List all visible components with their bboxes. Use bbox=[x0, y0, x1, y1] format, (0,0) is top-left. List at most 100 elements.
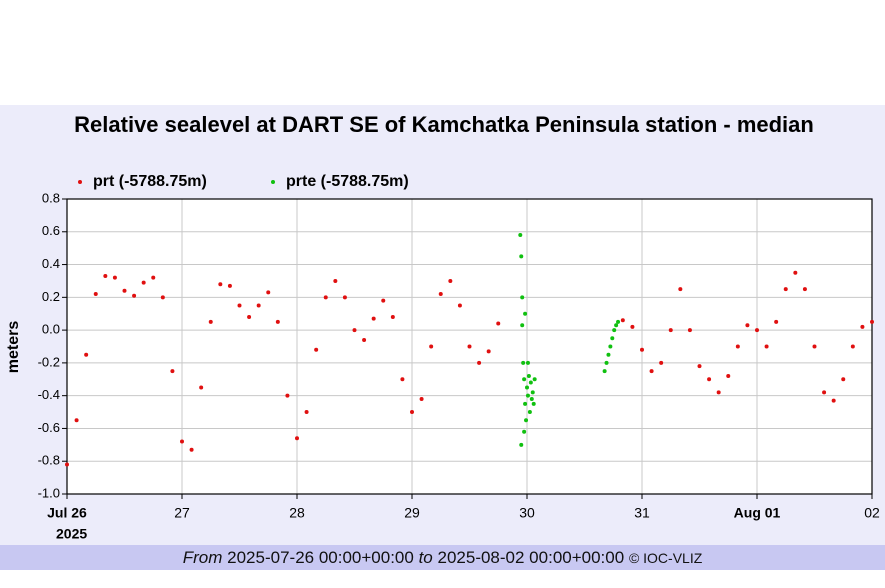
data-point bbox=[410, 410, 414, 415]
legend-marker bbox=[271, 180, 275, 184]
x-tick-label: Jul 26 bbox=[47, 505, 87, 521]
footer-credit: © IOC-VLIZ bbox=[628, 550, 703, 566]
data-point bbox=[841, 377, 846, 382]
data-point bbox=[266, 290, 271, 295]
data-point bbox=[285, 393, 290, 398]
y-axis-label: meters bbox=[5, 321, 22, 374]
x-tick-label: 02 bbox=[864, 505, 880, 521]
data-point bbox=[726, 374, 731, 378]
data-point bbox=[616, 319, 621, 324]
data-point bbox=[65, 462, 69, 467]
data-point bbox=[802, 287, 807, 292]
data-point bbox=[630, 324, 635, 329]
data-point bbox=[614, 323, 619, 328]
data-point bbox=[850, 344, 855, 349]
data-point bbox=[218, 282, 223, 287]
data-point bbox=[606, 352, 611, 357]
x-tick-label: 29 bbox=[404, 505, 420, 521]
data-point bbox=[519, 254, 524, 259]
x-tick-label: 30 bbox=[519, 505, 535, 521]
data-point bbox=[352, 328, 357, 333]
data-point bbox=[522, 429, 527, 434]
x-tick-label: 27 bbox=[174, 505, 190, 521]
x-tick-label: 28 bbox=[289, 505, 305, 521]
legend-marker bbox=[78, 180, 82, 184]
data-point bbox=[247, 315, 252, 319]
data-point bbox=[256, 303, 261, 308]
data-point bbox=[527, 410, 532, 415]
data-point bbox=[295, 436, 299, 441]
data-point bbox=[520, 295, 525, 300]
data-point bbox=[526, 374, 531, 378]
data-point bbox=[608, 344, 613, 349]
data-point bbox=[304, 410, 309, 415]
data-point bbox=[530, 390, 535, 395]
data-point bbox=[640, 347, 644, 352]
data-point bbox=[74, 418, 79, 423]
data-point bbox=[419, 396, 424, 401]
data-point bbox=[707, 377, 712, 382]
data-point bbox=[519, 442, 524, 447]
y-tick-label: 0.6 bbox=[42, 223, 60, 238]
data-point bbox=[524, 418, 529, 423]
data-point bbox=[528, 380, 533, 385]
data-point bbox=[668, 328, 673, 333]
data-point bbox=[160, 295, 165, 300]
data-point bbox=[371, 316, 376, 321]
data-point bbox=[132, 293, 137, 298]
data-point bbox=[314, 347, 319, 352]
data-point bbox=[870, 319, 874, 324]
chart-title: Relative sealevel at DART SE of Kamchatk… bbox=[74, 112, 814, 137]
legend-label: prte (-5788.75m) bbox=[286, 173, 409, 190]
data-point bbox=[323, 295, 328, 300]
data-point bbox=[237, 303, 242, 308]
data-point bbox=[457, 303, 462, 308]
data-point bbox=[362, 337, 367, 342]
y-tick-label: -0.8 bbox=[38, 453, 60, 468]
data-point bbox=[93, 292, 98, 297]
data-point bbox=[467, 344, 472, 349]
data-point bbox=[735, 344, 740, 349]
footer-start: 2025-07-26 00:00+00:00 bbox=[227, 548, 414, 567]
data-point bbox=[620, 318, 625, 323]
data-point bbox=[812, 344, 817, 349]
footer-to: to bbox=[418, 548, 433, 567]
data-point bbox=[141, 280, 146, 285]
data-point bbox=[529, 396, 534, 401]
data-point bbox=[783, 287, 788, 292]
data-point bbox=[522, 377, 527, 382]
data-point bbox=[764, 344, 769, 349]
data-point bbox=[822, 390, 827, 395]
legend-label: prt (-5788.75m) bbox=[93, 173, 207, 190]
footer-end: 2025-08-02 00:00+00:00 bbox=[437, 548, 625, 567]
data-point bbox=[151, 275, 156, 280]
data-point bbox=[180, 439, 184, 444]
data-point bbox=[400, 377, 405, 382]
data-point bbox=[227, 283, 232, 288]
data-point bbox=[496, 321, 501, 326]
data-point bbox=[602, 369, 607, 374]
data-point bbox=[486, 349, 491, 354]
x-tick-label: 31 bbox=[634, 505, 650, 521]
data-point bbox=[112, 275, 117, 280]
chart: Relative sealevel at DART SE of Kamchatk… bbox=[0, 105, 885, 545]
data-point bbox=[659, 360, 664, 365]
data-point bbox=[520, 323, 525, 328]
data-point bbox=[448, 278, 453, 283]
data-point bbox=[755, 328, 759, 333]
data-point bbox=[189, 447, 194, 452]
data-point bbox=[208, 319, 213, 324]
data-point bbox=[531, 401, 536, 406]
data-point bbox=[518, 233, 523, 238]
data-point bbox=[390, 315, 395, 319]
data-point bbox=[477, 360, 482, 365]
footer: From 2025-07-26 00:00+00:00 to 2025-08-0… bbox=[0, 545, 885, 570]
data-point bbox=[103, 274, 108, 279]
data-point bbox=[610, 336, 615, 341]
data-point bbox=[333, 278, 338, 283]
x-tick-label: Aug 01 bbox=[734, 505, 781, 521]
data-point bbox=[831, 398, 836, 403]
data-point bbox=[525, 393, 530, 398]
data-point bbox=[342, 295, 347, 300]
